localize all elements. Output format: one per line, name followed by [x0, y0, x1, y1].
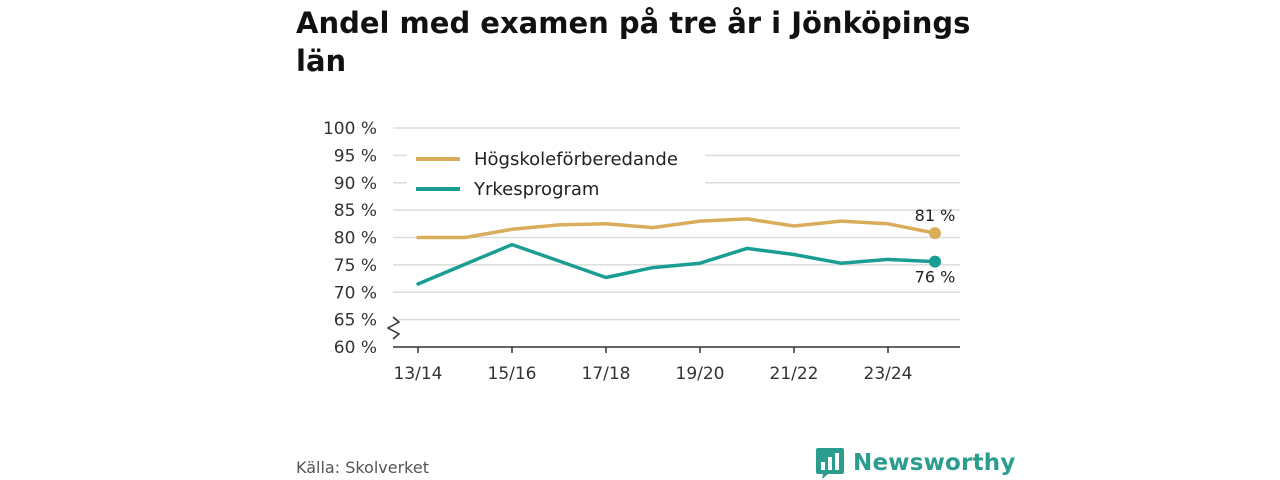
y-tick-label: 85 %	[334, 201, 377, 221]
y-tick-label: 100 %	[323, 119, 377, 139]
end-value-label-1: 81 %	[915, 206, 956, 225]
x-tick-label: 23/24	[864, 364, 913, 384]
x-tick-label: 21/22	[770, 364, 819, 384]
brand-logo: Newsworthy	[815, 446, 1016, 480]
x-tick-label: 19/20	[676, 364, 725, 384]
bar-chart-speech-bubble-icon	[816, 448, 844, 479]
y-tick-label: 80 %	[334, 229, 377, 249]
x-tick-label: 15/16	[488, 364, 537, 384]
y-tick-label: 95 %	[334, 146, 377, 166]
y-tick-label: 90 %	[334, 174, 377, 194]
series-line-2	[416, 242, 937, 286]
series-line-1	[416, 217, 937, 240]
line-chart: 60 % 65 % 70 % 75 % 80 % 85 % 90 % 95 % 100 % 13…	[323, 119, 960, 384]
brand-name: Newsworthy	[853, 450, 1016, 476]
x-tick-label: 17/18	[582, 364, 631, 384]
end-labels: 81 % 76 %	[915, 206, 956, 286]
end-value-label-2: 76 %	[915, 268, 956, 287]
x-axis: 13/14 15/16 17/18 19/20 21/22 23/24	[386, 316, 960, 384]
legend-label: Yrkesprogram	[473, 179, 599, 200]
axis-break-icon	[386, 316, 401, 340]
y-tick-label: 65 %	[334, 311, 377, 331]
y-axis-ticks: 60 % 65 % 70 % 75 % 80 % 85 % 90 % 95 % 100 %	[323, 119, 377, 358]
series-end-point-2	[929, 255, 941, 268]
legend: Högskoleförberedande Yrkesprogram	[407, 143, 705, 207]
series-lines	[416, 217, 941, 286]
source-note: Källa: Skolverket	[296, 458, 429, 477]
y-tick-label: 60 %	[334, 338, 377, 358]
x-tick-label: 13/14	[394, 364, 443, 384]
series-end-point-1	[929, 227, 941, 240]
y-tick-label: 75 %	[334, 256, 377, 276]
chart-title: Andel med examen på tre år i Jönköpings …	[296, 6, 971, 78]
legend-background	[407, 143, 705, 207]
y-tick-label: 70 %	[334, 283, 377, 303]
legend-label: Högskoleförberedande	[474, 149, 678, 170]
